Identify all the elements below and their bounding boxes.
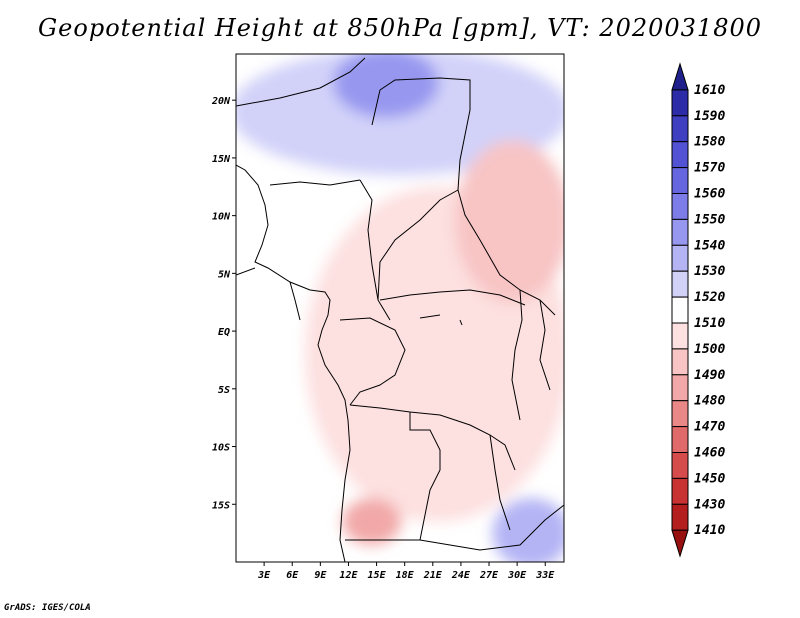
colorbar-label: 1500 xyxy=(694,342,725,357)
colorbar-segment xyxy=(671,400,689,428)
y-tick-label: 10S xyxy=(212,443,230,454)
x-tick-label: 15E xyxy=(368,570,387,581)
colorbar-label: 1590 xyxy=(694,109,725,124)
y-tick-label: EQ xyxy=(218,327,230,338)
colorbar-label: 1580 xyxy=(694,135,725,150)
colorbar-segment xyxy=(671,374,689,402)
x-tick-label: 27E xyxy=(479,570,499,581)
colorbar-segment xyxy=(671,270,689,298)
colorbar-label: 1450 xyxy=(694,471,725,486)
colorbar-segment xyxy=(671,193,689,220)
x-tick-label: 33E xyxy=(535,570,555,581)
x-tick-label: 9E xyxy=(314,570,327,581)
y-tick-label: 10N xyxy=(212,212,231,223)
y-tick-label: 20N xyxy=(211,96,231,107)
colorbar-segment xyxy=(671,322,689,350)
colorbar-label: 1510 xyxy=(694,316,725,331)
y-axis: 20N 15N 10N 5N EQ 5S 10S 15S xyxy=(211,96,236,511)
colorbar-label: 1560 xyxy=(694,187,725,202)
colorbar-segment xyxy=(671,452,689,479)
field-region-ocean-west xyxy=(236,290,271,562)
colorbar-label: 1460 xyxy=(694,446,725,461)
colorbar-label: 1490 xyxy=(694,368,725,383)
x-tick-label: 30E xyxy=(507,570,527,581)
colorbar-segment xyxy=(671,244,689,272)
x-tick-label: 12E xyxy=(339,570,358,581)
colorbar-segment xyxy=(671,296,689,324)
colorbar-label: 1610 xyxy=(694,83,725,98)
colorbar-segment xyxy=(671,426,689,454)
x-tick-label: 21E xyxy=(423,570,443,581)
x-tick-label: 24E xyxy=(451,570,471,581)
plot-frame xyxy=(235,53,565,563)
colorbar-label: 1480 xyxy=(694,394,725,409)
y-tick-label: 15N xyxy=(212,154,231,165)
field-region-north-high-core xyxy=(333,54,439,118)
x-tick-label: 6E xyxy=(286,570,299,581)
x-tick-label: 18E xyxy=(396,570,415,581)
coastline-borders xyxy=(236,57,564,562)
colorbar-segment xyxy=(671,141,689,169)
colorbar-top-arrow xyxy=(671,62,689,91)
grads-credit: GrADS: IGES/COLA xyxy=(4,603,91,613)
colorbar-label: 1540 xyxy=(694,238,725,253)
x-axis: 3E 6E 9E 12E 15E 18E 21E 24E 27E 30E 33E xyxy=(257,562,555,581)
field-region-east-sudan-low xyxy=(454,140,564,303)
y-tick-label: 5S xyxy=(218,385,230,396)
colorbar-segment xyxy=(671,477,689,505)
colorbar-label: 1570 xyxy=(694,161,725,176)
field-region-kalahari-low xyxy=(342,498,402,545)
colorbar-segment xyxy=(671,218,689,246)
x-tick-label: 3E xyxy=(257,570,271,581)
y-tick-label: 5N xyxy=(218,269,231,280)
colorbar-segment xyxy=(671,115,689,143)
colorbar-label: 1520 xyxy=(694,290,725,305)
colorbar-segment xyxy=(671,167,689,195)
chart-title: Geopotential Height at 850hPa [gpm], VT:… xyxy=(38,14,762,42)
colorbar-segment xyxy=(671,348,689,376)
colorbar-segment xyxy=(671,89,689,117)
y-tick-label: 15S xyxy=(212,500,230,511)
colorbar-label: 1410 xyxy=(694,523,725,538)
colorbar-segment xyxy=(671,503,689,531)
colorbar: 1610 1590 1580 1570 1560 1550 1540 1530 1520 1510… xyxy=(671,62,725,558)
colorbar-label: 1550 xyxy=(694,212,725,227)
colorbar-label: 1470 xyxy=(694,420,725,435)
colorbar-bottom-arrow xyxy=(671,529,689,558)
colorbar-label: 1430 xyxy=(694,497,725,512)
height-field xyxy=(236,54,564,562)
colorbar-label: 1530 xyxy=(694,264,725,279)
